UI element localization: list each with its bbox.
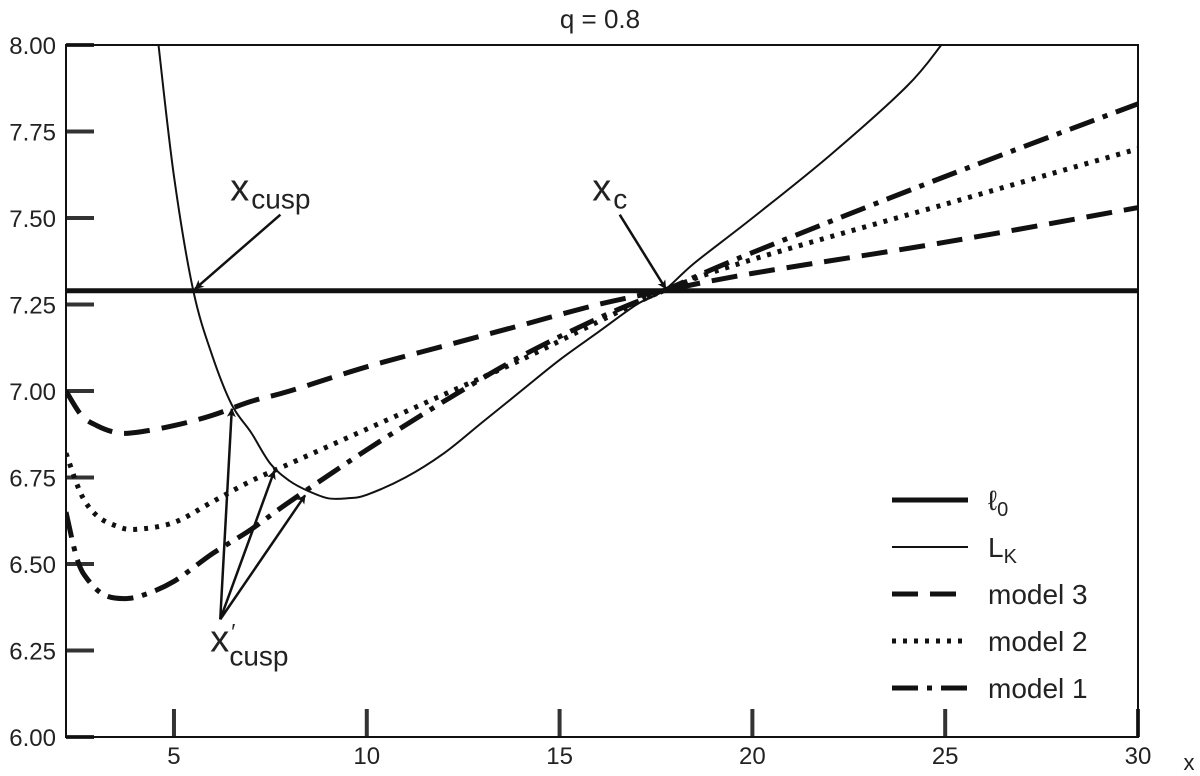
annotation-arrow bbox=[219, 494, 307, 621]
series-line-model-1 bbox=[66, 101, 1138, 602]
chart-title: q = 0.8 bbox=[560, 4, 640, 34]
y-axis: 6.00 6.25 6.50 6.75 7.00 7.25 7.50 7.75 8.00 bbox=[9, 33, 94, 752]
annotation-arrow bbox=[194, 213, 282, 290]
x-axis-label: x bbox=[1184, 750, 1195, 775]
legend-label: ℓ0 bbox=[988, 485, 1008, 521]
y-tick-label: 6.50 bbox=[9, 552, 56, 579]
y-tick-label: 6.25 bbox=[9, 639, 56, 666]
legend-label: model 1 bbox=[988, 673, 1088, 704]
y-tick-label: 6.00 bbox=[9, 725, 56, 752]
annotation-arrow bbox=[219, 470, 276, 620]
annotations: xcusp xc x′ cusp bbox=[194, 168, 667, 671]
series-line-model-3 bbox=[66, 205, 1138, 436]
annotation-label: xcusp bbox=[230, 168, 310, 215]
x-axis: 5 10 15 20 25 30 bbox=[167, 709, 1151, 770]
x-tick-label: 5 bbox=[167, 743, 180, 770]
y-tick-label: 7.75 bbox=[9, 120, 56, 147]
y-tick-label: 7.00 bbox=[9, 379, 56, 406]
annotation-arrow bbox=[218, 407, 236, 620]
y-tick-label: 7.50 bbox=[9, 206, 56, 233]
series-line-model-2 bbox=[66, 146, 1138, 533]
x-tick-label: 30 bbox=[1125, 743, 1152, 770]
plot-frame bbox=[65, 44, 1139, 738]
legend-label: model 2 bbox=[988, 626, 1088, 657]
y-tick-label: 7.25 bbox=[9, 293, 56, 320]
x-tick-label: 15 bbox=[546, 743, 573, 770]
x-tick-label: 25 bbox=[932, 743, 959, 770]
legend-label: LK bbox=[988, 532, 1018, 568]
legend-label: model 3 bbox=[988, 579, 1088, 610]
x-tick-label: 10 bbox=[353, 743, 380, 770]
series-line-lk bbox=[157, 45, 943, 500]
plot-area bbox=[66, 45, 1138, 602]
annotation-arrow bbox=[618, 214, 667, 290]
y-tick-label: 8.00 bbox=[9, 33, 56, 60]
x-tick-label: 20 bbox=[739, 743, 766, 770]
annotation-label: xc bbox=[592, 168, 627, 215]
y-tick-label: 6.75 bbox=[9, 466, 56, 493]
legend: ℓ0 LK model 3 model 2 model 1 bbox=[892, 485, 1088, 704]
annotation-label: x′ cusp bbox=[210, 618, 288, 671]
